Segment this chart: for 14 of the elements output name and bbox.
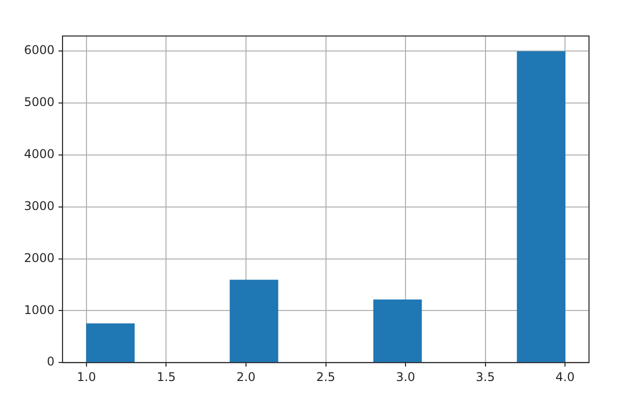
x-tick-label: 1.5: [156, 370, 176, 384]
x-tick-label: 2.0: [236, 370, 256, 384]
y-tick-label: 0: [46, 354, 55, 369]
x-tick-label: 1.0: [76, 370, 96, 384]
x-tick-label: 4.0: [556, 370, 575, 384]
y-tick-label: 4000: [24, 147, 55, 162]
x-tick-label: 2.5: [316, 370, 336, 384]
y-tick-label: 2000: [24, 250, 55, 265]
y-tick-label: 6000: [24, 43, 55, 58]
x-tick-label: 3.5: [476, 370, 495, 384]
y-tick-label: 1000: [24, 302, 55, 317]
y-tick-label: 5000: [24, 95, 55, 110]
x-tick-label: 3.0: [396, 370, 416, 384]
y-tick-label: 3000: [24, 198, 55, 213]
